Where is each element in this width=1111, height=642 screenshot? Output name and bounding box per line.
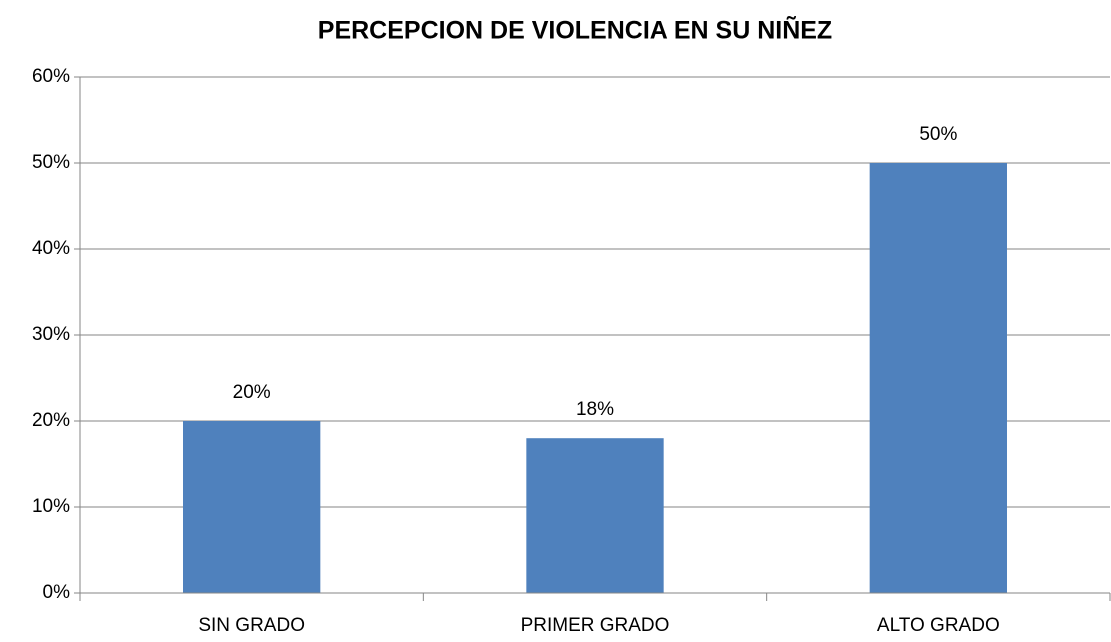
value-label: 18% [576,399,614,420]
x-tick-label: PRIMER GRADO [521,615,670,636]
y-tick-label: 50% [32,152,70,173]
bar [869,163,1007,593]
x-tick-label: ALTO GRADO [877,615,1000,636]
chart-title: PERCEPCION DE VIOLENCIA EN SU NIÑEZ [318,15,832,45]
y-tick-label: 0% [43,582,71,603]
value-label: 50% [919,124,957,145]
x-tick-label: SIN GRADO [198,615,305,636]
y-tick-label: 20% [32,410,70,431]
y-tick-label: 40% [32,238,70,259]
bar [526,438,664,593]
y-tick-label: 10% [32,496,70,517]
bar [183,421,321,593]
y-tick-label: 60% [32,66,70,87]
y-tick-label: 30% [32,324,70,345]
value-label: 20% [233,382,271,403]
